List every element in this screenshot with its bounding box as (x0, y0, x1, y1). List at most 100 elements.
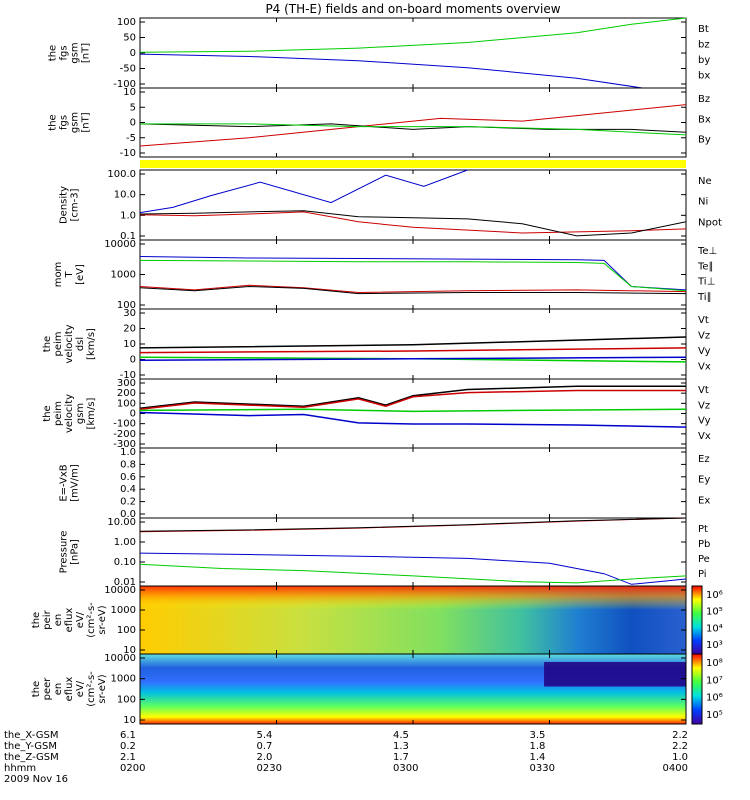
y-tick-label: 0.8 (120, 459, 136, 470)
y-axis-label: the (31, 681, 42, 697)
legend-entry: Pt (698, 524, 708, 535)
colorbar-label: 10⁴ (706, 623, 723, 634)
ephemeris-value: 0.7 (257, 741, 273, 752)
legend-entry: Bz (698, 94, 710, 105)
y-axis-label: eflux (64, 677, 75, 702)
y-tick-label: 30 (123, 308, 136, 319)
y-tick-label: 100 (117, 300, 136, 311)
y-tick-label: 100.0 (107, 169, 136, 180)
y-tick-label: 100 (117, 398, 136, 409)
ephemeris-value: 5.4 (257, 730, 273, 741)
legend-entry: bx (698, 71, 710, 82)
legend-entry: Ez (698, 454, 710, 465)
y-tick-label: 1.0 (120, 447, 136, 458)
series-Bx (139, 123, 687, 133)
y-tick-label: 1000 (111, 270, 136, 281)
y-axis-label: peim (53, 401, 64, 426)
colorbar-label: 10⁵ (706, 710, 723, 721)
ephemeris-value: 1.3 (393, 741, 409, 752)
y-tick-label: 0 (130, 118, 136, 129)
y-axis-label: [nT] (81, 43, 92, 63)
ephemeris-label: the_Z-GSM (4, 752, 59, 763)
ephemeris-value: 0.2 (120, 741, 136, 752)
y-axis-label: eV/ (75, 680, 86, 697)
y-tick-label: 0.1 (120, 231, 136, 242)
series-Ne (139, 211, 687, 234)
mode-bar (140, 160, 686, 168)
y-axis-label: the (48, 45, 59, 61)
ephemeris-label: the_Y-GSM (4, 741, 57, 752)
legend-entry: Bx (698, 114, 711, 125)
y-axis-label: E=-VxB (59, 464, 70, 501)
panel-series-4 (139, 336, 687, 363)
legend-entry: Te∥ (697, 261, 714, 272)
ephemeris-value: 3.5 (530, 730, 546, 741)
panel-series-5 (139, 385, 687, 428)
y-tick-label: 20 (123, 324, 136, 335)
legend-entry: Pb (698, 539, 710, 550)
panel-frame-4 (139, 308, 687, 380)
y-axis-label: dsl (75, 337, 86, 351)
y-tick-label: 10 (123, 645, 136, 656)
legend-entry: Vy (698, 346, 711, 357)
legend-entry: Ni (698, 197, 708, 208)
y-axis-label: [km/s] (86, 397, 97, 429)
series-Ti⊥ (139, 259, 687, 292)
spectrogram-ion-overlay (140, 586, 686, 654)
series-Vx (139, 356, 687, 362)
legend-entry: Npot (698, 217, 722, 228)
legend-entry: Vy (698, 416, 711, 427)
panel-series-7 (139, 517, 687, 585)
y-tick-label: 0.0 (120, 509, 136, 520)
y-axis-label: sr-eV) (97, 674, 108, 703)
colorbar-label: 10⁵ (706, 607, 723, 618)
colorbar-8 (691, 585, 703, 655)
ephemeris-value: 1.0 (672, 752, 688, 763)
y-tick-label: -300 (113, 439, 136, 450)
y-tick-label: 0.01 (114, 577, 136, 588)
series-Vy (139, 408, 687, 413)
y-tick-label: 0 (130, 409, 136, 420)
y-tick-label: 10 (123, 87, 136, 98)
y-axis-label: [cm-3] (70, 188, 81, 221)
ephemeris-label: 2009 Nov 16 (4, 774, 68, 785)
ephemeris-value: 4.5 (393, 730, 409, 741)
y-tick-label: -100 (113, 419, 136, 430)
legend-entry: Ex (698, 495, 710, 506)
colorbar-label: 10⁷ (706, 675, 723, 686)
legend-entry: Vt (698, 385, 709, 396)
ephemeris-value: 1.7 (393, 752, 409, 763)
spectrogram-electron-dark (544, 662, 686, 687)
legend-entry: By (698, 135, 711, 146)
series-Pt (139, 517, 687, 532)
series-Vz (139, 347, 687, 354)
panel-frame-6 (139, 447, 687, 519)
y-axis-label: the (42, 336, 53, 352)
y-tick-label: -5 (126, 133, 136, 144)
y-tick-label: 10.00 (107, 517, 136, 528)
ephemeris-value: 2.1 (120, 752, 136, 763)
colorbar-label: 10⁶ (706, 590, 723, 601)
legend-entry: Ti∥ (697, 292, 712, 303)
ephemeris-value: 0230 (257, 763, 282, 774)
panel-frame-3 (139, 239, 687, 310)
legend-entry: Ti⊥ (697, 277, 715, 288)
series-Ni (139, 210, 687, 237)
y-axis-label: [mV/m] (70, 464, 81, 502)
legend-entry: Vt (698, 315, 709, 326)
legend-entry: Bt (698, 24, 709, 35)
panel-frame-5 (139, 378, 687, 449)
y-axis-label: velocity (64, 394, 75, 433)
series-Bz (139, 104, 687, 147)
y-axis-label: fgs (59, 45, 70, 60)
chart-title: P4 (TH-E) fields and on-board moments ov… (265, 2, 560, 16)
y-axis-label: en (53, 683, 64, 696)
legend-entry: Vz (698, 400, 710, 411)
ephemeris-label: hhmm (4, 763, 36, 774)
legend-entry: by (698, 55, 710, 66)
y-tick-label: 10.0 (114, 190, 136, 201)
y-tick-label: 100 (117, 17, 136, 28)
y-tick-label: -100 (113, 79, 136, 90)
panel-frame-1 (139, 87, 687, 158)
series-Te⊥ (139, 284, 687, 294)
